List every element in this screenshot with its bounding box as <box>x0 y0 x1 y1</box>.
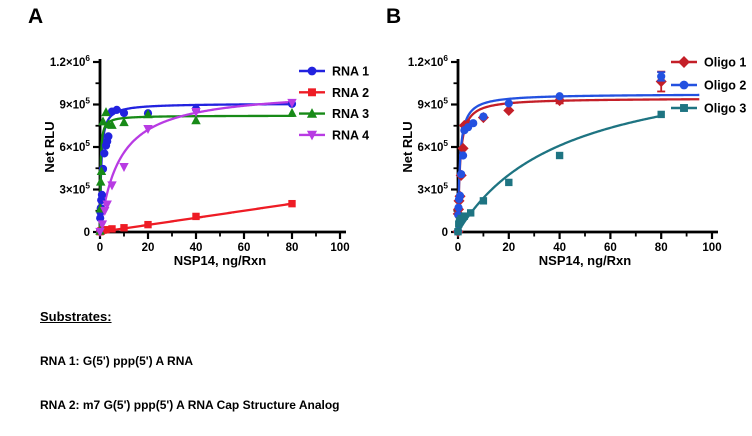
substrate-line-rna2: RNA 2: m7 G(5') ppp(5') A RNA Cap Struct… <box>40 398 340 413</box>
svg-text:0: 0 <box>84 227 90 239</box>
svg-text:80: 80 <box>655 242 668 254</box>
y-axis-title: Net RLU <box>42 121 57 172</box>
substrates-block: Substrates: RNA 1: G(5') ppp(5') A RNA R… <box>40 280 341 436</box>
series-rna-2 <box>96 199 296 236</box>
svg-text:60: 60 <box>604 242 617 254</box>
svg-text:6×105: 6×105 <box>417 139 448 154</box>
svg-text:9×105: 9×105 <box>417 97 448 112</box>
axes: 0 20 40 60 80 100 0 3×105 6×105 9×105 1.2×106 NSP14… <box>400 54 722 268</box>
legend-label: Oligo 2 <box>704 79 746 93</box>
chart-panel-a: 0 20 40 60 80 100 0 3×105 6×105 9×105 1.2×106 NSP14… <box>42 54 369 268</box>
svg-text:100: 100 <box>330 242 349 254</box>
series-oligo-3 <box>454 110 665 236</box>
fit-curve <box>98 114 295 233</box>
svg-text:1.2×106: 1.2×106 <box>50 54 91 69</box>
legend-label: RNA 2 <box>332 86 369 100</box>
svg-text:20: 20 <box>142 242 155 254</box>
svg-text:40: 40 <box>553 242 566 254</box>
svg-text:0: 0 <box>455 242 461 254</box>
legend-label: RNA 1 <box>332 65 369 79</box>
legend-label: RNA 4 <box>332 128 369 142</box>
fit-curve <box>456 98 700 233</box>
svg-text:0: 0 <box>97 242 103 254</box>
substrates-heading: Substrates: <box>40 308 112 324</box>
series-rna-4 <box>95 98 297 237</box>
svg-text:40: 40 <box>190 242 203 254</box>
chart-panel-b: 0 20 40 60 80 100 0 3×105 6×105 9×105 1.2×106 NSP14… <box>400 54 746 268</box>
series-rna-3 <box>95 107 297 235</box>
svg-text:20: 20 <box>502 242 515 254</box>
legend: RNA 1 RNA 2 RNA 3 RNA 4 <box>299 65 369 142</box>
svg-text:9×105: 9×105 <box>59 97 90 112</box>
svg-text:1.2×106: 1.2×106 <box>408 54 449 69</box>
svg-text:3×105: 3×105 <box>59 182 90 197</box>
fit-curve <box>456 93 700 233</box>
legend: Oligo 1 Oligo 2 Oligo 3 <box>671 56 746 116</box>
svg-text:60: 60 <box>238 242 251 254</box>
fit-curve <box>457 114 664 233</box>
substrate-line-rna1: RNA 1: G(5') ppp(5') A RNA <box>40 353 194 368</box>
legend-label: Oligo 1 <box>704 56 746 70</box>
svg-text:0: 0 <box>442 227 448 239</box>
x-axis-title: NSP14, ng/Rxn <box>539 253 632 268</box>
svg-text:80: 80 <box>286 242 299 254</box>
axes: 0 20 40 60 80 100 0 3×105 6×105 9×105 1.2×106 NSP14… <box>42 54 350 268</box>
y-axis-title: Net RLU <box>400 121 415 172</box>
svg-text:100: 100 <box>702 242 721 254</box>
svg-text:6×105: 6×105 <box>59 139 90 154</box>
panel-a-label: A <box>28 5 44 28</box>
legend-label: RNA 3 <box>332 107 369 121</box>
panel-b-label: B <box>386 5 402 28</box>
legend-label: Oligo 3 <box>704 102 746 116</box>
svg-text:3×105: 3×105 <box>417 182 448 197</box>
x-axis-title: NSP14, ng/Rxn <box>174 253 267 268</box>
